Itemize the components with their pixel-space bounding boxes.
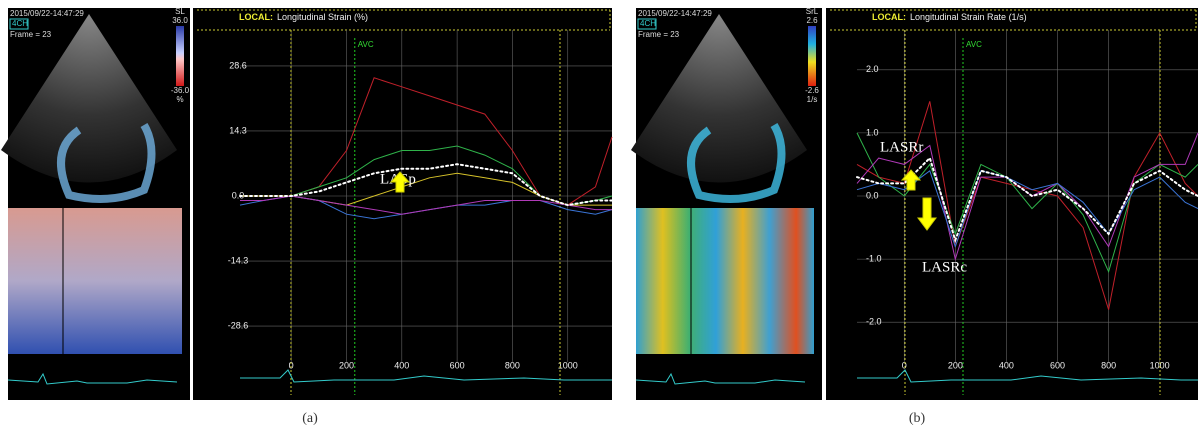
scale-name: SL [175,7,185,16]
x-tick-label: 1000 [558,360,578,370]
caption: (b) [909,411,926,426]
y-tick-label: 1.0 [866,127,879,137]
title-prefix: LOCAL: [872,12,906,22]
scale-unit: % [176,95,183,104]
x-tick-label: 400 [999,360,1014,370]
avc-label: AVC [358,40,374,49]
scale-min: -2.6 [805,86,819,95]
y-tick-label: 28.6 [229,60,247,70]
y-tick-label: -1.0 [866,253,882,263]
y-tick-label: 0.0 [866,190,879,200]
frame-label: Frame = 23 [638,30,680,39]
color-scale [808,26,816,86]
figure: 2015/09/22-14:47:294CHFrame = 23SL36.0-3… [0,0,1201,438]
strain-map [636,208,814,354]
x-tick-label: 600 [1050,360,1065,370]
y-tick-label: 14.3 [229,125,247,135]
x-tick-label: 200 [339,360,354,370]
scale-max: 36.0 [172,16,188,25]
chart-title: LOCAL: Longitudinal Strain Rate (1/s) [872,12,1027,22]
scale-name: SrL [806,7,819,16]
frame-label: Frame = 23 [10,30,52,39]
annotation: LASRr [880,139,923,155]
scale-max: 2.6 [806,16,818,25]
scale-unit: 1/s [807,95,818,104]
x-tick-label: 800 [505,360,520,370]
y-tick-label: -14.3 [228,255,249,265]
x-tick-label: 0 [289,360,294,370]
strain-map [8,208,182,354]
y-tick-label: -28.6 [228,320,249,330]
chart-bg [826,8,1198,400]
timestamp: 2015/09/22-14:47:29 [10,9,84,18]
x-tick-label: 400 [394,360,409,370]
x-tick-label: 800 [1101,360,1116,370]
x-tick-label: 600 [450,360,465,370]
chart-title: LOCAL: Longitudinal Strain (%) [239,12,368,22]
x-tick-label: 1000 [1150,360,1170,370]
title-prefix: LOCAL: [239,12,273,22]
avc-label: AVC [966,40,982,49]
caption: (a) [302,411,318,426]
view-label: 4CH [640,19,656,28]
annotation: LASRc [922,259,967,275]
view-label: 4CH [12,19,28,28]
timestamp: 2015/09/22-14:47:29 [638,9,712,18]
title-text: Longitudinal Strain Rate (1/s) [910,12,1027,22]
y-tick-label: 2.0 [866,64,879,74]
scale-min: -36.0 [171,86,190,95]
y-tick-label: -2.0 [866,317,882,327]
color-scale [176,26,184,86]
title-text: Longitudinal Strain (%) [277,12,368,22]
x-tick-label: 0 [902,360,907,370]
x-tick-label: 200 [948,360,963,370]
